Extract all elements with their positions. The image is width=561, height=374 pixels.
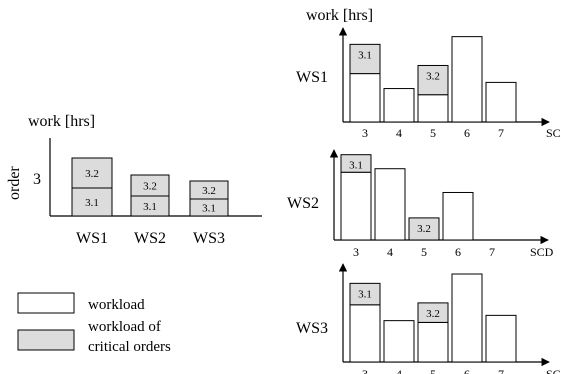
- x-tick-label: 5: [430, 367, 436, 374]
- left-segment-label: 3.1: [85, 197, 99, 209]
- x-tick-label: 6: [464, 126, 470, 140]
- workload-bar: [349, 304, 381, 363]
- legend: workload workload of critical orders: [17, 292, 171, 355]
- left-segment-label: 3.1: [202, 203, 216, 215]
- x-tick-label: 3: [362, 367, 368, 374]
- left-bars: 3.1 3.2 WS1 3.1 3.2 WS2 3.1 3.2 WS3: [71, 157, 229, 247]
- critical-bar-label: 3.2: [417, 223, 431, 235]
- workload-bar: [340, 171, 372, 241]
- workload-bar: [417, 321, 449, 363]
- critical-bar-label: 3.2: [426, 70, 440, 82]
- workload-bar: [485, 314, 517, 363]
- critical-bar-label: 3.1: [349, 160, 363, 172]
- left-station-label: WS1: [76, 230, 108, 247]
- critical-bar: [417, 64, 449, 96]
- x-axis-label: SCD: [546, 126, 561, 140]
- workload-bar: [374, 168, 406, 241]
- station-name: WS3: [296, 320, 328, 337]
- legend-label-workload: workload: [88, 297, 145, 313]
- left-station-label: WS3: [193, 230, 225, 247]
- left-segment-3-1: [71, 187, 113, 217]
- x-tick-label: 5: [421, 245, 427, 259]
- left-segment-label: 3.2: [85, 168, 99, 180]
- left-segment-label: 3.2: [143, 181, 157, 193]
- left-order-value: 3: [33, 171, 41, 188]
- x-tick-label: 6: [464, 367, 470, 374]
- legend-label-critical-line2: critical orders: [88, 339, 171, 355]
- critical-bar: [340, 154, 372, 173]
- legend-swatch-workload: [17, 292, 75, 314]
- x-axis-label: SCD: [546, 367, 561, 374]
- panel-ws3: WS3 3.1 3.2 3 4 5 6 7 SCD: [296, 263, 561, 374]
- workload-bar: [349, 73, 381, 123]
- workload-bar: [451, 273, 483, 363]
- critical-bar: [349, 282, 381, 306]
- workload-bar: [485, 81, 517, 123]
- x-tick-label: 4: [396, 126, 402, 140]
- x-tick-label: 6: [455, 245, 461, 259]
- left-segment-label: 3.2: [202, 185, 216, 197]
- left-station-label: WS2: [134, 230, 166, 247]
- workload-bar: [442, 191, 474, 241]
- x-tick-label: 7: [498, 126, 504, 140]
- x-tick-label: 7: [489, 245, 495, 259]
- critical-bar-label: 3.2: [426, 308, 440, 320]
- x-tick-label: 5: [430, 126, 436, 140]
- right-ylabel-top: work [hrs]: [306, 7, 373, 24]
- workload-bar: [451, 36, 483, 123]
- left-chart: work [hrs] order 3 3.13.2WS13.13.2WS23.1…: [6, 113, 262, 247]
- critical-bar: [408, 217, 440, 241]
- legend-label-critical-line1: workload of: [88, 319, 161, 335]
- station-name: WS1: [296, 69, 328, 86]
- left-segment-3-2: [130, 174, 170, 197]
- left-ylabel-top: work [hrs]: [28, 113, 95, 130]
- x-tick-label: 4: [396, 367, 402, 374]
- x-tick-label: 7: [498, 367, 504, 374]
- panel-ws1: WS1 3.1 3.2 3 4 5 6 7 SCD: [296, 27, 561, 140]
- panel-ws2: WS2 3.1 3.2 3 4 5 6 7 SCD: [287, 149, 554, 259]
- critical-bar-label: 3.1: [358, 288, 372, 300]
- right-charts: work [hrs] WS1 3.1 3.2 3 4 5 6 7 SCD WS2 3.1 3.2 3 4 5…: [287, 7, 561, 374]
- x-axis-label: SCD: [530, 245, 554, 259]
- workload-bar: [383, 320, 415, 363]
- critical-bar: [349, 43, 381, 75]
- x-tick-label: 3: [353, 245, 359, 259]
- station-name: WS2: [287, 195, 319, 212]
- x-tick-label: 4: [387, 245, 393, 259]
- left-segment-3-2: [71, 157, 113, 189]
- left-ylabel-side: order: [6, 166, 23, 200]
- left-segment-3-2: [189, 180, 229, 200]
- critical-bar-label: 3.1: [358, 49, 372, 61]
- left-segment-label: 3.1: [143, 201, 157, 213]
- workload-bar: [417, 94, 449, 123]
- workload-bar: [383, 88, 415, 123]
- critical-bar: [417, 302, 449, 323]
- x-tick-label: 3: [362, 126, 368, 140]
- legend-swatch-critical: [17, 329, 75, 351]
